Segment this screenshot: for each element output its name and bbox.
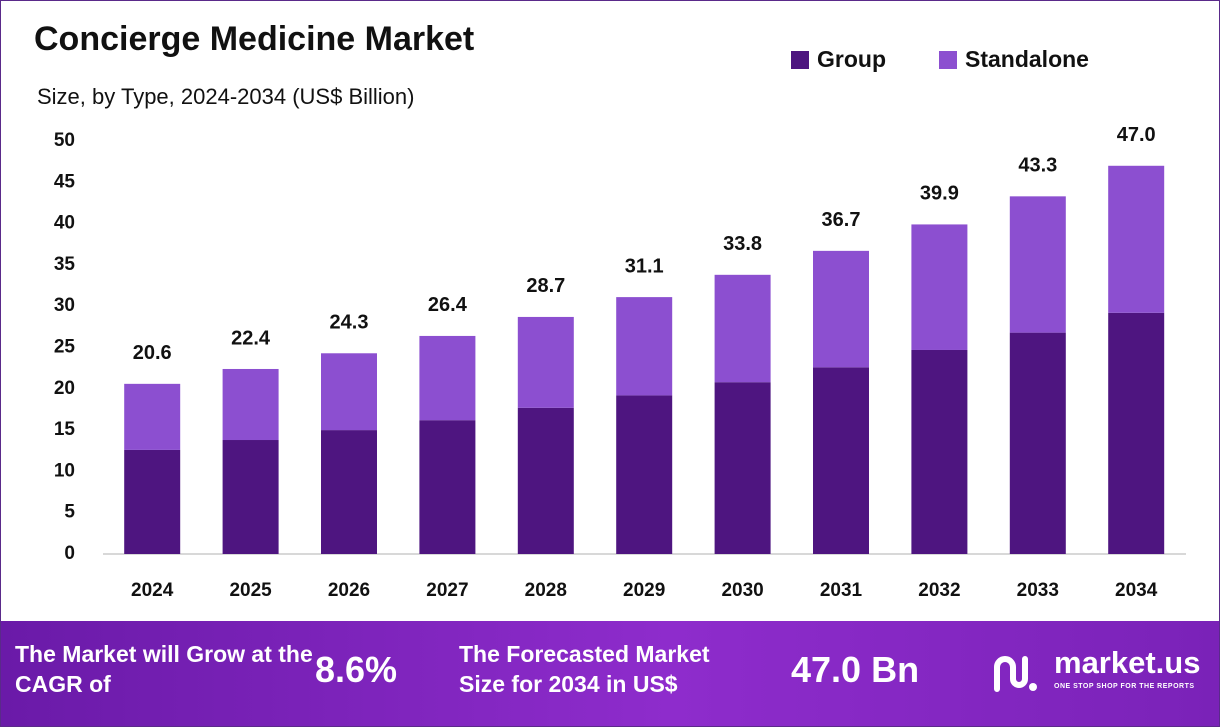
total-label: 22.4 [231,327,271,349]
bar-segment [911,349,968,554]
total-label: 36.7 [822,209,861,231]
bar-segment [616,395,673,554]
x-tick-label: 2032 [918,580,960,601]
total-label: 28.7 [526,275,565,297]
bar-segment [616,297,673,396]
bar-segment [517,407,574,554]
bar-segment [813,367,869,554]
y-tick-label: 25 [54,337,76,358]
y-tick-label: 50 [54,130,75,151]
total-label: 26.4 [428,294,468,316]
bar-segment [1108,165,1165,313]
bar-segment [813,250,869,368]
bar-segment [1108,312,1165,554]
bar-segment [321,430,377,554]
x-tick-label: 2029 [623,580,665,601]
tagline: ONE STOP SHOP FOR THE REPORTS [1054,683,1195,690]
x-tick-label: 2033 [1017,580,1059,601]
footer: The Market will Grow at the CAGR of 8.6%… [1,621,1219,726]
chart-subtitle: Size, by Type, 2024-2034 (US$ Billion) [37,84,414,109]
x-tick-label: 2034 [1115,580,1158,601]
bar-segment [714,274,771,383]
bar-segment [222,368,279,441]
y-tick-label: 20 [54,378,75,399]
y-tick-label: 5 [64,502,75,523]
x-tick-label: 2031 [820,580,863,601]
logo-icon [994,656,1037,692]
total-label: 24.3 [330,312,369,334]
bar-segment [419,335,476,421]
legend-label: Group [817,46,886,72]
y-tick-label: 35 [54,254,76,275]
bar-segment [517,316,574,408]
bar-segment [1009,196,1066,333]
x-tick-label: 2026 [328,580,370,601]
bar-segment [714,382,771,554]
y-tick-label: 15 [54,419,76,440]
brand: market.us [1054,645,1201,680]
cagr-text: The Market will Grow at the CAGR of [15,641,313,697]
bar-segment [222,440,279,554]
y-tick-label: 40 [54,213,75,234]
x-tick-label: 2025 [229,580,272,601]
y-tick-label: 45 [54,171,76,192]
total-label: 20.6 [133,342,172,364]
bar-segment [911,224,968,350]
y-tick-label: 30 [54,295,75,316]
total-label: 43.3 [1018,155,1057,177]
chart: Concierge Medicine Market Size, by Type,… [34,20,1186,601]
bar-segment [419,420,476,554]
y-tick-label: 0 [64,543,75,564]
x-tick-label: 2024 [131,580,174,601]
legend-label: Standalone [965,46,1089,72]
bar-segment [124,449,181,554]
total-label: 33.8 [723,233,762,255]
forecast-value: 47.0 Bn [791,649,920,690]
total-label: 47.0 [1117,124,1156,146]
bar-segment [124,383,181,450]
bar-segment [321,353,377,431]
chart-title: Concierge Medicine Market [34,20,474,58]
x-tick-label: 2027 [426,580,468,601]
total-label: 31.1 [625,255,664,277]
cagr-value: 8.6% [315,649,398,690]
x-tick-label: 2030 [721,580,763,601]
y-tick-label: 10 [54,460,75,481]
bar-segment [1009,332,1066,554]
forecast-text: The Forecasted Market Size for 2034 in U… [459,641,710,697]
legend-swatch [791,51,809,69]
x-tick-label: 2028 [525,580,567,601]
total-label: 39.9 [920,183,959,205]
legend-swatch [939,51,957,69]
